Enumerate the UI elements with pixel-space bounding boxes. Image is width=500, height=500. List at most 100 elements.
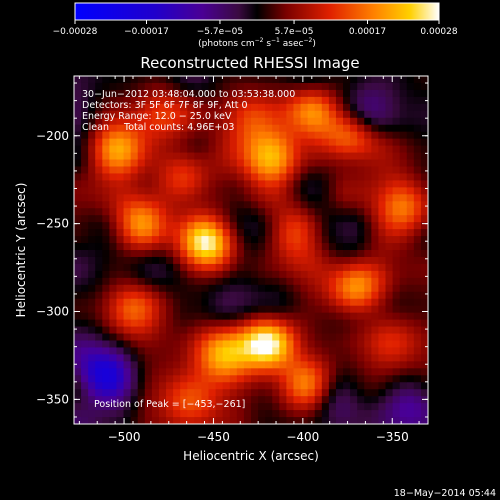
heatmap-cell [272, 250, 280, 258]
heatmap-cell [392, 319, 401, 328]
heatmap-cell [102, 347, 110, 355]
heatmap-cell [88, 417, 96, 425]
heatmap-cell [201, 180, 210, 188]
heatmap-cell [201, 284, 210, 293]
heatmap-cell [258, 277, 266, 286]
heatmap-cell [109, 89, 117, 98]
heatmap-cell [116, 305, 125, 314]
heatmap-cell [364, 277, 372, 286]
heatmap-cell [116, 229, 125, 237]
heatmap-cell [166, 284, 174, 293]
heatmap-cell [144, 340, 153, 348]
heatmap-cell [350, 152, 358, 161]
heatmap-cell [88, 375, 96, 383]
heatmap-cell [420, 277, 429, 286]
heatmap-cell [350, 305, 358, 314]
heatmap-cell [335, 396, 344, 404]
heatmap-cell [300, 236, 309, 244]
heatmap-cell [173, 270, 181, 279]
heatmap-cell [258, 263, 266, 272]
heatmap-cell [158, 250, 167, 258]
heatmap-cell [420, 76, 429, 84]
heatmap-cell [413, 319, 422, 328]
heatmap-cell [258, 291, 266, 300]
heatmap-cell [116, 312, 125, 321]
heatmap-cell [81, 326, 89, 335]
heatmap-cell [314, 375, 323, 383]
heatmap-cell [335, 124, 344, 133]
heatmap-cell [350, 187, 358, 195]
heatmap-cell [251, 201, 259, 209]
heatmap-cell [307, 319, 316, 328]
heatmap-cell [258, 159, 266, 167]
heatmap-cell [173, 263, 181, 272]
heatmap-cell [385, 417, 394, 425]
heatmap-cell [229, 76, 238, 84]
heatmap-cell [102, 152, 110, 161]
heatmap-cell [335, 82, 344, 91]
heatmap-cell [144, 201, 153, 209]
heatmap-cell [343, 389, 351, 397]
heatmap-cell [194, 361, 202, 369]
heatmap-cell [95, 110, 103, 119]
heatmap-cell [74, 375, 82, 383]
heatmap-cell [378, 256, 387, 265]
heatmap-cell [144, 396, 153, 404]
heatmap-cell [109, 229, 117, 237]
heatmap-cell [144, 291, 153, 300]
heatmap-cell [243, 173, 252, 181]
heatmap-cell [392, 403, 401, 411]
heatmap-cell [251, 187, 259, 195]
x-tick-label: −400 [286, 430, 319, 444]
heatmap-cell [335, 208, 344, 216]
heatmap-cell [137, 347, 146, 355]
heatmap-cell [293, 375, 302, 383]
heatmap-cell [173, 305, 181, 314]
heatmap-cell [399, 145, 408, 154]
heatmap-cell [229, 110, 238, 119]
heatmap-cell [236, 89, 245, 98]
heatmap-cell [385, 354, 394, 362]
heatmap-cell [130, 270, 139, 279]
heatmap-cell [158, 333, 167, 341]
heatmap-cell [335, 201, 344, 209]
heatmap-cell [236, 201, 245, 209]
heatmap-cell [371, 89, 379, 98]
heatmap-cell [399, 375, 408, 383]
heatmap-cell [215, 180, 224, 188]
heatmap-cell [144, 347, 153, 355]
heatmap-cell [371, 250, 379, 258]
heatmap-cell [350, 110, 358, 119]
heatmap-cell [307, 124, 316, 133]
heatmap-cell [307, 417, 316, 425]
heatmap-cell [279, 319, 287, 328]
heatmap-cell [180, 375, 188, 383]
heatmap-cell [371, 201, 379, 209]
heatmap-cell [272, 201, 280, 209]
heatmap-cell [123, 152, 132, 161]
heatmap-cell [307, 368, 316, 376]
heatmap-cell [81, 138, 89, 147]
heatmap-cell [406, 410, 415, 418]
heatmap-cell [357, 173, 365, 181]
heatmap-cell [413, 236, 422, 244]
heatmap-cell [109, 263, 117, 272]
heatmap-cell [300, 222, 309, 230]
heatmap-cell [180, 305, 188, 314]
heatmap-cell [166, 236, 174, 244]
heatmap-cell [173, 180, 181, 188]
heatmap-cell [420, 201, 429, 209]
heatmap-cell [357, 138, 365, 147]
heatmap-cell [187, 361, 195, 369]
heatmap-cell [300, 340, 309, 348]
heatmap-cell [286, 117, 294, 126]
heatmap-cell [328, 396, 337, 404]
heatmap-cell [392, 256, 401, 265]
heatmap-cell [123, 284, 132, 293]
heatmap-cell [130, 243, 139, 251]
heatmap-cell [378, 82, 387, 91]
heatmap-cell [251, 389, 259, 397]
heatmap-cell [413, 410, 422, 418]
heatmap-cell [279, 145, 287, 154]
heatmap-cell [286, 229, 294, 237]
